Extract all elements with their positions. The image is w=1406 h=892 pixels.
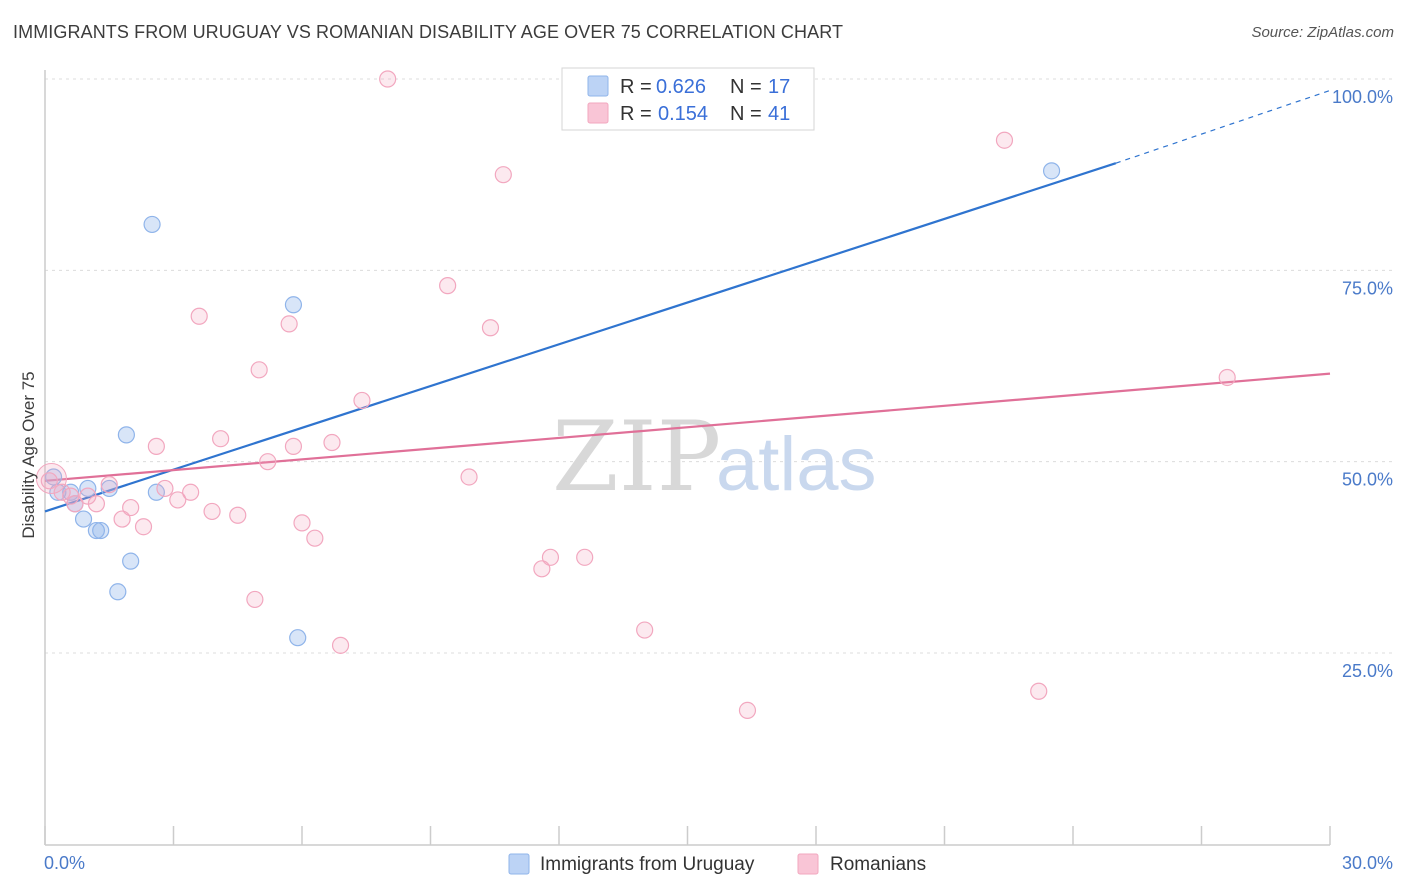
point-romanians <box>100 476 118 494</box>
trend-line-uruguay <box>44 162 1117 513</box>
point-romanians <box>284 437 303 455</box>
point-romanians <box>212 430 230 448</box>
point-romanians <box>169 491 187 509</box>
watermark: ZIP atlas <box>552 401 877 513</box>
point-romanians <box>246 590 264 609</box>
series-legend-swatch-romanians <box>797 853 819 875</box>
gridlines <box>45 78 1392 654</box>
point-romanians <box>156 479 174 498</box>
watermark-atlas: atlas <box>716 422 877 507</box>
chart-title: IMMIGRANTS FROM URUGUAY VS ROMANIAN DISA… <box>13 22 844 42</box>
series-legend-swatch-uruguay <box>508 853 530 875</box>
legend-n-value-romanians: 41 <box>768 103 790 125</box>
point-romanians <box>66 495 84 513</box>
point-romanians <box>323 433 341 452</box>
y-tick-label: 50.0% <box>1342 470 1393 490</box>
point-romanians <box>293 514 311 532</box>
axes <box>44 70 1331 846</box>
chart-source: Source: ZipAtlas.com <box>1251 24 1394 41</box>
point-romanians-large <box>35 463 67 495</box>
point-romanians <box>40 472 58 490</box>
y-tick-label: 25.0% <box>1342 661 1393 681</box>
watermark-zip: ZIP <box>552 401 721 513</box>
point-romanians <box>494 166 512 184</box>
point-romanians <box>182 483 200 501</box>
legend-n-label-romanians: N = <box>730 103 762 125</box>
point-romanians <box>460 468 478 486</box>
point-romanians <box>1218 368 1236 387</box>
point-romanians <box>203 502 221 521</box>
legend-r-label-uruguay: R = <box>620 76 652 98</box>
point-romanians <box>541 548 560 566</box>
trend-lines <box>44 89 1331 513</box>
point-uruguay <box>87 521 106 540</box>
point-romanians <box>636 621 654 639</box>
point-romanians <box>1030 682 1048 700</box>
x-tick-label-max: 30.0% <box>1342 853 1393 873</box>
point-uruguay <box>100 479 118 498</box>
point-uruguay <box>147 483 165 501</box>
y-tick-label: 100.0% <box>1332 87 1393 107</box>
point-uruguay <box>109 583 127 601</box>
data-points <box>35 70 1236 720</box>
point-romanians <box>306 529 324 547</box>
point-romanians <box>353 391 371 410</box>
point-romanians <box>113 510 131 528</box>
point-romanians <box>481 319 500 337</box>
point-romanians <box>379 70 397 88</box>
point-romanians <box>576 548 594 566</box>
legend-r-value-romanians: 0.154 <box>658 103 708 125</box>
series-legend-label-uruguay: Immigrants from Uruguay <box>540 854 755 875</box>
point-romanians <box>995 131 1014 149</box>
trend-line-romanians <box>44 372 1331 482</box>
legend-n-value-uruguay: 17 <box>768 76 790 98</box>
point-romanians <box>439 277 457 295</box>
point-romanians <box>259 453 277 471</box>
point-romanians <box>250 361 268 379</box>
point-romanians <box>229 506 247 524</box>
tick-labels: 25.0% 50.0% 75.0% 100.0% 0.0% 30.0% <box>44 87 1393 873</box>
point-uruguay <box>284 296 303 314</box>
legend-r-label-romanians: R = <box>620 103 652 125</box>
point-uruguay <box>1042 162 1061 180</box>
point-romanians <box>533 560 551 578</box>
legend-swatch-uruguay <box>587 75 609 97</box>
series-legend-label-romanians: Romanians <box>830 854 926 875</box>
point-romanians <box>147 437 165 455</box>
legend-n-label-uruguay: N = <box>730 76 762 98</box>
point-romanians <box>280 315 298 333</box>
point-romanians <box>134 518 153 536</box>
point-uruguay <box>74 510 93 528</box>
point-romanians <box>738 701 757 720</box>
correlation-legend: R = 0.626 N = 17 R = 0.154 N = 41 <box>561 67 815 131</box>
point-romanians <box>190 307 208 325</box>
point-uruguay <box>92 521 110 540</box>
y-axis-label: Disability Age Over 75 <box>19 371 38 538</box>
point-uruguay <box>117 426 135 444</box>
trend-line-uruguay-extension <box>1115 89 1331 164</box>
legend-swatch-romanians <box>587 102 609 124</box>
legend-r-value-uruguay: 0.626 <box>656 76 706 98</box>
point-romanians <box>53 483 71 501</box>
point-romanians <box>87 495 106 513</box>
point-uruguay <box>289 629 307 647</box>
point-uruguay <box>143 215 161 234</box>
series-legend: Immigrants from Uruguay Romanians <box>508 853 926 875</box>
y-tick-label: 75.0% <box>1342 278 1393 298</box>
point-romanians <box>122 498 140 517</box>
point-uruguay <box>122 552 140 570</box>
x-tick-label-min: 0.0% <box>44 853 85 873</box>
point-romanians <box>331 636 350 654</box>
